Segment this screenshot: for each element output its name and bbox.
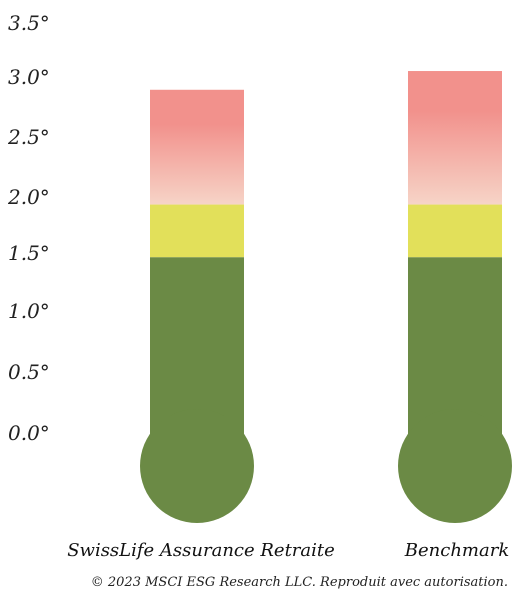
copyright-footnote: © 2023 MSCI ESG Research LLC. Reproduit … [91,575,508,590]
y-tick-label: 2.0° [7,185,50,209]
y-tick-label: 3.0° [8,65,50,89]
category-labels: SwissLife Assurance Retraite Benchmark [67,540,509,561]
category-label: SwissLife Assurance Retraite [67,540,335,561]
thermometer-bars [140,71,512,523]
y-axis: 0.0° 0.5° 1.0° 1.5° 2.0° 2.5° 3.0° 3.5° [7,11,50,445]
y-tick-label: 0.5° [8,360,50,384]
bar-segment-mid [408,204,502,258]
y-tick-label: 3.5° [8,11,50,35]
thermometer-bulb [140,409,254,523]
thermometer [140,89,254,523]
y-tick-label: 0.0° [8,421,50,445]
bar-segment-high [408,71,502,205]
y-tick-label: 1.5° [8,241,50,265]
bar-segment-mid [150,204,244,258]
thermometer-bulb [398,409,512,523]
y-tick-label: 1.0° [8,299,50,323]
y-tick-label: 2.5° [7,125,50,149]
bar-segment-high [150,89,244,205]
thermometer [398,71,512,523]
category-label: Benchmark [404,540,509,561]
